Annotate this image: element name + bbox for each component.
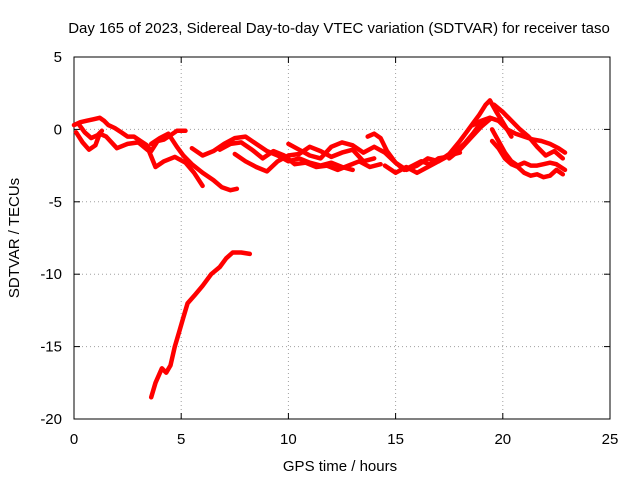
series-line-arc-3 [76, 121, 105, 141]
series-group [71, 98, 568, 400]
y-tick-label: 5 [54, 49, 62, 66]
x-tick-label: 0 [70, 431, 78, 448]
x-tick-label: 20 [494, 431, 511, 448]
y-tick-label: -10 [40, 266, 62, 283]
series-line-arc-13 [491, 102, 566, 161]
y-axis-label: SDTVAR / TECUs [6, 178, 23, 298]
y-tick-label: 0 [54, 121, 62, 138]
plot-frame [73, 56, 611, 420]
series-line-arc-9 [286, 140, 463, 173]
series-line-arc-16 [446, 117, 493, 161]
x-tick-label: 15 [387, 431, 404, 448]
y-tick-label: -5 [49, 194, 62, 211]
chart-title: Day 165 of 2023, Sidereal Day-to-day VTE… [68, 20, 610, 37]
axis-ticks: 0 5 10 15 20 25 -20 -15 -10 -5 0 5 [40, 49, 618, 448]
series-line-arc-11 [382, 98, 514, 176]
x-tick-label: 10 [280, 431, 297, 448]
series-line-arc-1 [71, 115, 188, 154]
x-tick-label: 25 [602, 431, 619, 448]
grid [74, 57, 610, 419]
series-line-arc-4 [148, 131, 240, 193]
y-tick-label: -15 [40, 339, 62, 356]
series-line-arc-14 [489, 127, 568, 173]
series-line-arc-2 [73, 130, 205, 189]
series-line-arc-7 [217, 140, 383, 173]
x-tick-label: 5 [177, 431, 185, 448]
series-line-arc-5 [148, 250, 253, 400]
series-line-arc-15 [489, 138, 566, 180]
x-axis-label: GPS time / hours [283, 458, 397, 475]
y-tick-label: -20 [40, 411, 62, 428]
